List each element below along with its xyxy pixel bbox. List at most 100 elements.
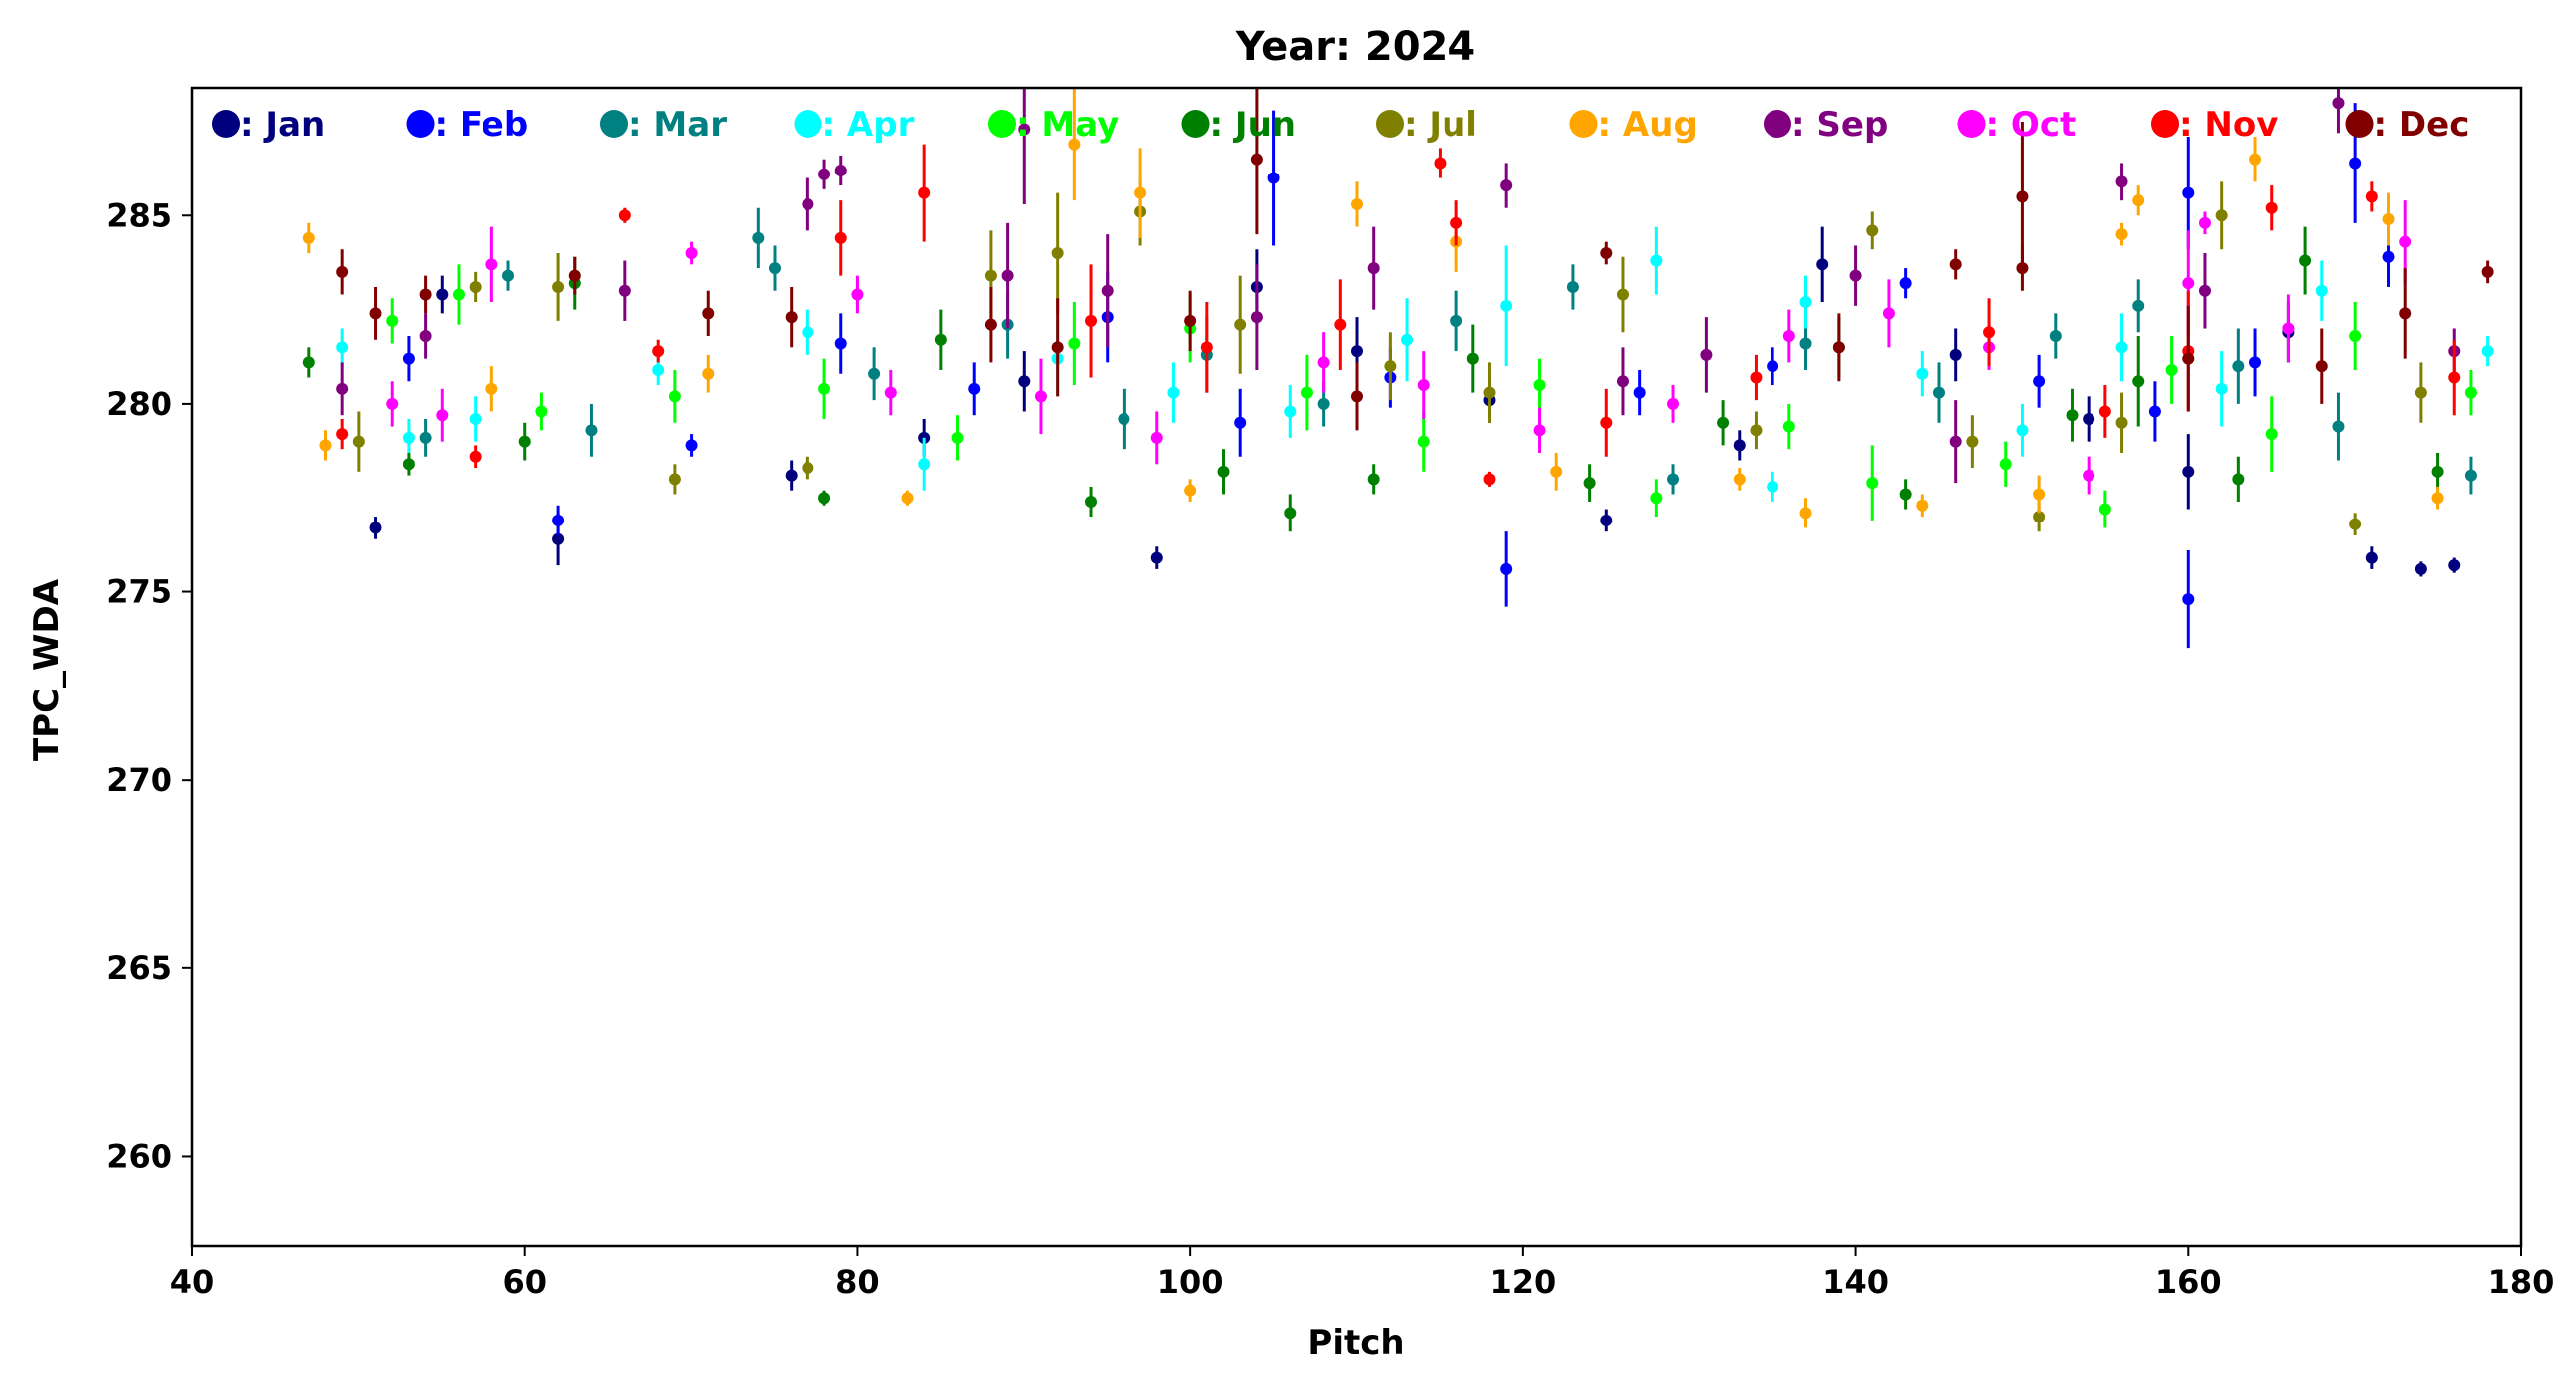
data-point <box>2132 375 2145 388</box>
legend-label: : Dec <box>2374 105 2470 145</box>
data-point <box>419 330 432 342</box>
data-point <box>402 352 415 365</box>
data-point <box>1351 390 1363 403</box>
y-tick-label: 280 <box>106 385 172 423</box>
data-point <box>1085 496 1098 508</box>
data-point <box>1217 465 1230 478</box>
data-point <box>1750 371 1763 384</box>
data-point <box>585 424 598 437</box>
y-tick-label: 285 <box>106 196 172 234</box>
legend-label: : Feb <box>435 105 529 145</box>
data-point <box>1450 314 1463 327</box>
data-point <box>2182 277 2195 290</box>
legend-item-dec: : Dec <box>2345 105 2470 145</box>
data-point <box>1184 314 1197 327</box>
legend-item-feb: : Feb <box>406 105 529 145</box>
data-point <box>552 514 565 526</box>
data-point <box>1616 375 1629 388</box>
data-point <box>1018 375 1031 388</box>
data-point <box>2016 424 2029 437</box>
data-point <box>2182 465 2195 478</box>
data-point <box>1417 435 1430 448</box>
data-point <box>1733 439 1746 452</box>
legend-label: : Mar <box>628 105 727 145</box>
legend-label: : Nov <box>2179 105 2278 145</box>
data-point <box>1150 431 1163 444</box>
data-point <box>336 382 349 395</box>
data-point <box>2115 228 2128 241</box>
legend-label: : Jul <box>1404 105 1477 145</box>
data-point <box>2049 330 2062 342</box>
data-point <box>2299 254 2312 267</box>
data-point <box>502 269 515 282</box>
data-point <box>1782 330 1795 342</box>
x-tick-label: 60 <box>502 1263 547 1301</box>
data-point <box>1983 326 1996 339</box>
x-tick-label: 100 <box>1157 1263 1224 1301</box>
series-dec <box>336 88 2494 431</box>
legend-marker <box>406 110 435 138</box>
data-point <box>302 231 315 244</box>
data-point <box>485 258 498 271</box>
data-point <box>785 469 798 482</box>
data-point <box>452 288 465 301</box>
data-point <box>934 333 947 346</box>
data-point <box>2481 345 2494 358</box>
data-point <box>1733 473 1746 486</box>
data-point <box>1717 416 1730 429</box>
data-point <box>984 269 997 282</box>
data-point <box>1933 386 1945 399</box>
data-point <box>302 356 315 369</box>
data-point <box>1899 277 1912 290</box>
data-point <box>1267 172 1280 184</box>
data-point <box>1417 379 1430 392</box>
data-point <box>2033 375 2046 388</box>
y-tick-label: 270 <box>106 761 172 799</box>
data-point <box>1550 465 1563 478</box>
legend-label: : Aug <box>1598 105 1698 145</box>
data-point <box>2232 473 2245 486</box>
data-point <box>485 382 498 395</box>
data-point <box>1999 458 2012 471</box>
data-point <box>1799 337 1812 350</box>
data-point <box>436 409 449 422</box>
data-point <box>2249 153 2262 166</box>
data-point <box>1533 379 1546 392</box>
legend: : Jan: Feb: Mar: Apr: May: Jun: Jul: Aug… <box>212 105 2469 145</box>
legend-marker <box>600 110 628 138</box>
data-point <box>1334 318 1347 331</box>
data-point <box>1034 390 1047 403</box>
data-point <box>1051 341 1064 354</box>
data-point <box>1616 288 1629 301</box>
data-point <box>1284 507 1297 520</box>
data-point <box>951 431 964 444</box>
data-point <box>2282 322 2295 335</box>
data-point <box>402 458 415 471</box>
data-point <box>1533 424 1546 437</box>
data-point <box>469 450 482 463</box>
data-point <box>668 390 681 403</box>
data-point <box>518 435 531 448</box>
data-point <box>652 345 665 358</box>
data-point <box>336 341 349 354</box>
data-point <box>2382 213 2395 226</box>
data-point <box>1949 258 1962 271</box>
legend-item-sep: : Sep <box>1764 105 1888 145</box>
data-point <box>1767 360 1779 373</box>
data-point <box>868 367 881 380</box>
data-point <box>1650 492 1663 505</box>
legend-item-oct: : Oct <box>1957 105 2076 145</box>
data-point <box>968 382 981 395</box>
data-point <box>1450 216 1463 229</box>
data-point <box>2265 428 2278 441</box>
data-point <box>1234 318 1247 331</box>
data-point <box>2399 307 2412 320</box>
data-point <box>2215 382 2228 395</box>
data-point <box>1799 507 1812 520</box>
data-point <box>352 435 365 448</box>
data-point <box>436 288 449 301</box>
data-point <box>2165 363 2178 376</box>
data-point <box>2249 356 2262 369</box>
